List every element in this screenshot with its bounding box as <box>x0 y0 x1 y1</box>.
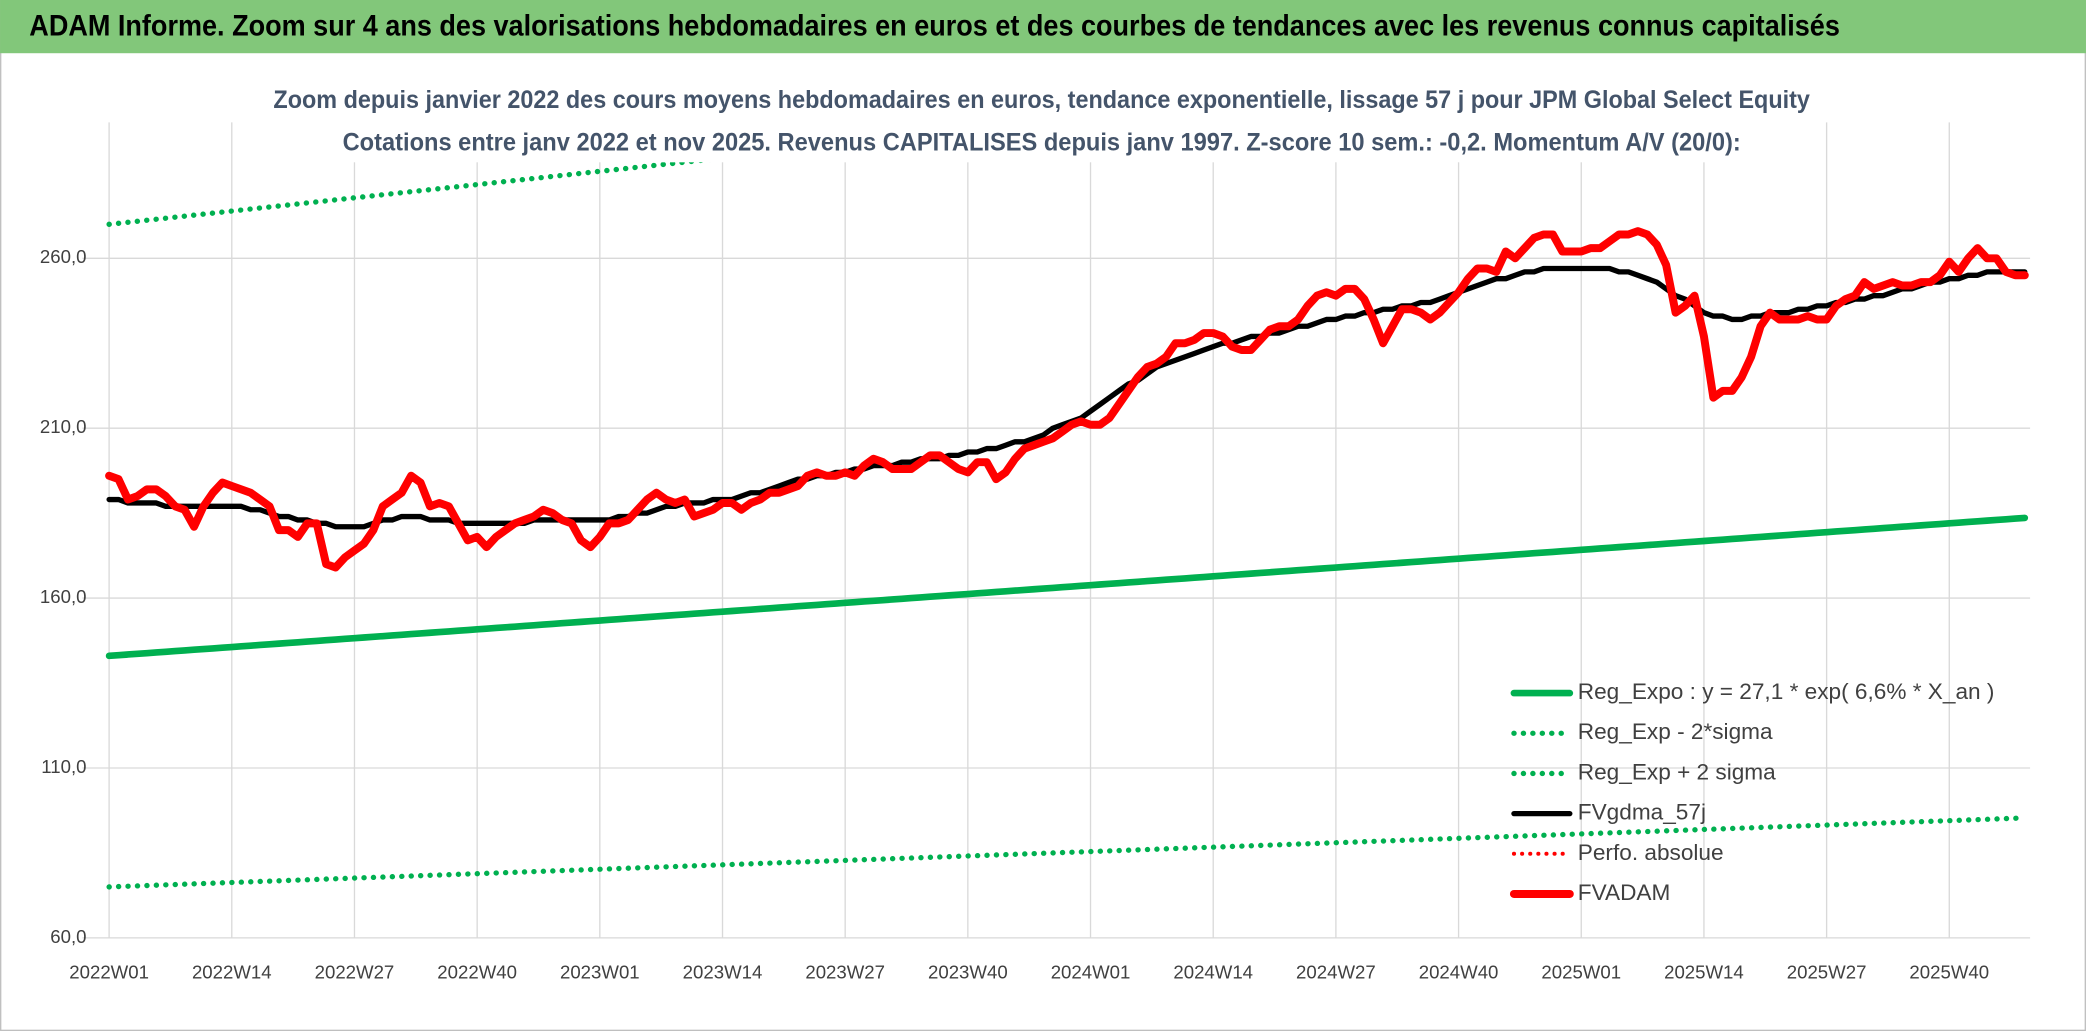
x-tick-label: 2024W27 <box>1296 962 1376 983</box>
y-tick-label: 60,0 <box>50 926 86 947</box>
subtitle: Cotations entre janv 2022 et nov 2025. R… <box>343 128 1741 156</box>
x-tick-label: 2023W14 <box>683 962 763 983</box>
header-band <box>0 0 2086 54</box>
y-tick-label: 260,0 <box>40 246 87 267</box>
x-tick-label: 2022W40 <box>437 962 517 983</box>
y-tick-label: 210,0 <box>40 416 87 437</box>
y-tick-label: 160,0 <box>40 586 87 607</box>
legend-label: Reg_Exp + 2 sigma <box>1578 759 1776 784</box>
subtitle: Zoom depuis janvier 2022 des cours moyen… <box>273 86 1810 114</box>
x-tick-label: 2023W01 <box>560 962 640 983</box>
axes: 60,0 110,0 160,0 210,0 260,0 2022W01 2022W14 20… <box>40 246 1989 982</box>
y-tick-label: 110,0 <box>41 756 86 777</box>
legend: Reg_Expo : y = 27,1 * exp( 6,6% * X_an )… <box>1509 679 1995 905</box>
x-tick-label: 2025W01 <box>1541 962 1621 983</box>
legend-label: FVgdma_57j <box>1578 800 1706 825</box>
legend-label: Perfo. absolue <box>1578 840 1724 865</box>
series-line <box>105 514 2029 660</box>
plot-lines <box>105 122 2029 890</box>
page-title: ADAM Informe. Zoom sur 4 ans des valoris… <box>29 11 1840 43</box>
grid <box>82 122 2031 939</box>
legend-label: Reg_Exp - 2*sigma <box>1578 719 1773 744</box>
x-tick-label: 2022W01 <box>69 962 149 983</box>
legend-label: FVADAM <box>1578 880 1671 905</box>
x-tick-label: 2025W14 <box>1664 962 1744 983</box>
series-line <box>105 227 2029 572</box>
x-tick-label: 2024W01 <box>1051 962 1131 983</box>
x-tick-label: 2023W27 <box>805 962 885 983</box>
series-line <box>106 815 2028 890</box>
x-tick-label: 2024W40 <box>1419 962 1499 983</box>
legend-label: Reg_Expo : y = 27,1 * exp( 6,6% * X_an ) <box>1578 679 1995 704</box>
series-line <box>106 122 1078 227</box>
x-tick-label: 2022W14 <box>192 962 272 983</box>
series-line <box>106 265 2028 530</box>
x-tick-label: 2022W27 <box>315 962 395 983</box>
x-tick-label: 2025W27 <box>1787 962 1867 983</box>
x-tick-label: 2023W40 <box>928 962 1008 983</box>
x-tick-label: 2025W40 <box>1909 962 1989 983</box>
subtitle-box <box>266 79 1816 163</box>
x-tick-label: 2024W14 <box>1173 962 1253 983</box>
